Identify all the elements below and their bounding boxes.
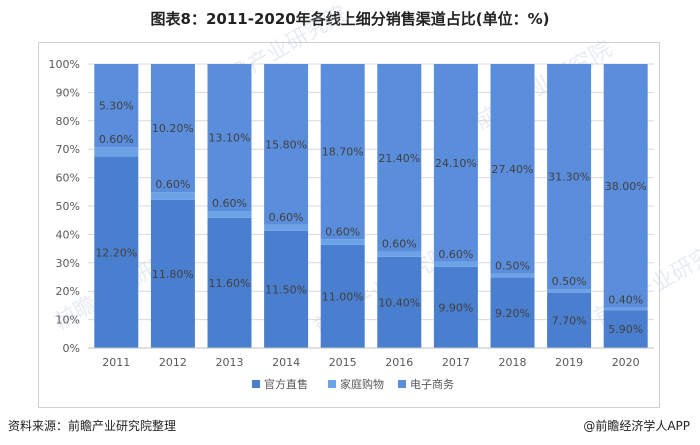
bar-segment xyxy=(377,251,422,257)
x-tick-label: 2013 xyxy=(216,356,244,369)
data-label: 0.60% xyxy=(269,211,304,224)
data-label: 7.70% xyxy=(552,314,587,327)
bar-segment xyxy=(490,277,535,348)
x-tick-label: 2014 xyxy=(272,356,300,369)
y-tick-label: 30% xyxy=(56,257,80,270)
bar-segment xyxy=(150,64,195,193)
brand-note: @前瞻经济学人APP xyxy=(583,419,690,433)
data-label: 9.90% xyxy=(438,301,473,314)
data-label: 15.80% xyxy=(265,138,307,151)
bar-segment xyxy=(547,289,592,293)
y-tick-label: 10% xyxy=(56,314,80,327)
x-tick-label: 2011 xyxy=(102,356,130,369)
data-label: 11.60% xyxy=(209,277,251,290)
x-tick-label: 2017 xyxy=(442,356,470,369)
bar-segment xyxy=(207,217,252,348)
y-tick-label: 60% xyxy=(56,172,80,185)
bar-segment xyxy=(94,64,139,148)
data-label: 0.60% xyxy=(438,248,473,261)
data-label: 10.40% xyxy=(378,296,420,309)
data-label: 0.60% xyxy=(99,133,134,146)
bar-segment xyxy=(377,64,422,252)
chart-title: 图表8：2011-2020年各线上细分销售渠道占比(单位：%) xyxy=(150,10,550,28)
legend-swatch xyxy=(252,380,260,388)
data-label: 5.30% xyxy=(99,100,134,113)
x-tick-label: 2019 xyxy=(555,356,583,369)
data-label: 0.60% xyxy=(325,225,360,238)
bar-segment xyxy=(433,266,478,348)
data-label: 11.80% xyxy=(152,268,194,281)
x-tick-label: 2016 xyxy=(385,356,413,369)
data-label: 31.30% xyxy=(548,171,590,184)
bar-segment xyxy=(603,307,648,311)
bar-segment xyxy=(377,256,422,348)
bar-segment xyxy=(320,64,365,240)
bar-segment xyxy=(433,261,478,267)
data-label: 0.40% xyxy=(608,294,643,307)
data-label: 5.90% xyxy=(608,323,643,336)
data-label: 0.60% xyxy=(155,178,190,191)
bar-segment xyxy=(603,310,648,348)
x-tick-label: 2018 xyxy=(499,356,527,369)
data-label: 11.00% xyxy=(322,290,364,303)
data-label: 24.10% xyxy=(435,157,477,170)
y-tick-label: 20% xyxy=(56,285,80,298)
data-label: 13.10% xyxy=(209,132,251,145)
y-tick-label: 40% xyxy=(56,228,80,241)
bar-segment xyxy=(320,239,365,245)
bar-segment xyxy=(150,192,195,200)
legend-label: 电子商务 xyxy=(410,377,454,391)
data-label: 10.20% xyxy=(152,122,194,135)
legend-swatch xyxy=(328,380,336,388)
data-label: 0.60% xyxy=(212,197,247,210)
y-tick-label: 90% xyxy=(56,86,80,99)
data-label: 18.70% xyxy=(322,146,364,159)
bar-segment xyxy=(94,147,139,157)
y-tick-label: 50% xyxy=(56,200,80,213)
bar-segment xyxy=(490,64,535,274)
bar-segment xyxy=(150,199,195,348)
data-label: 0.60% xyxy=(382,238,417,251)
bar-segment xyxy=(94,156,139,348)
bar-segment xyxy=(264,224,309,231)
y-tick-label: 70% xyxy=(56,143,80,156)
y-tick-label: 100% xyxy=(49,58,80,71)
bar-segment xyxy=(490,273,535,278)
bar-segment xyxy=(547,64,592,290)
bar-segment xyxy=(320,244,365,348)
data-label: 12.20% xyxy=(95,246,137,259)
x-tick-label: 2012 xyxy=(159,356,187,369)
bar-segment xyxy=(264,64,309,225)
data-label: 9.20% xyxy=(495,307,530,320)
bar-segment xyxy=(207,211,252,218)
y-tick-label: 80% xyxy=(56,115,80,128)
bar-segment xyxy=(603,64,648,308)
bar-segment xyxy=(547,292,592,348)
legend-label: 家庭购物 xyxy=(340,377,384,391)
data-label: 11.50% xyxy=(265,283,307,296)
bar-segment xyxy=(433,64,478,262)
legend-swatch xyxy=(398,380,406,388)
data-label: 21.40% xyxy=(378,152,420,165)
legend-label: 官方直售 xyxy=(264,377,308,391)
chart-frame xyxy=(38,42,660,408)
data-label: 38.00% xyxy=(605,180,647,193)
bar-segment xyxy=(264,230,309,348)
x-tick-label: 2020 xyxy=(612,356,640,369)
data-label: 27.40% xyxy=(492,163,534,176)
source-note: 资料来源：前瞻产业研究院整理 xyxy=(8,419,177,433)
data-label: 0.50% xyxy=(495,260,530,273)
bar-segment xyxy=(207,64,252,212)
x-tick-label: 2015 xyxy=(329,356,357,369)
data-label: 0.50% xyxy=(552,275,587,288)
y-tick-label: 0% xyxy=(63,342,80,355)
